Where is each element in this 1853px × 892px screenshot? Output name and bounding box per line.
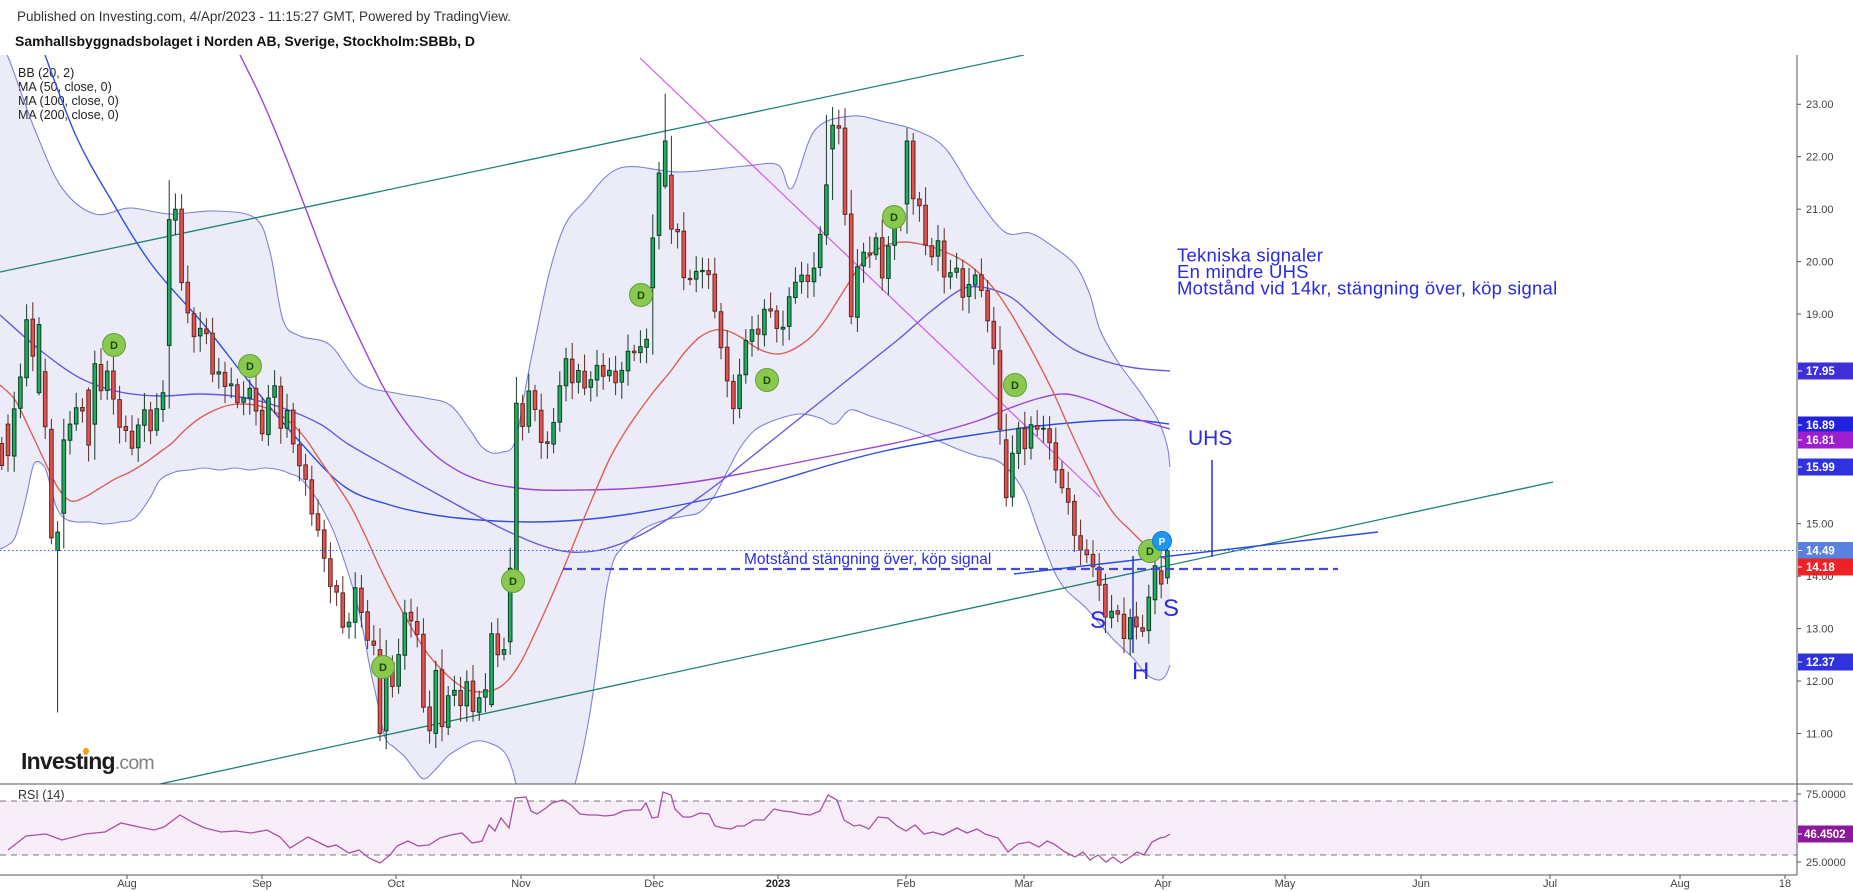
svg-text:15.00: 15.00 [1806,519,1834,531]
svg-text:12.37: 12.37 [1806,657,1835,669]
svg-text:17.95: 17.95 [1806,366,1835,378]
svg-text:MA (100, close, 0): MA (100, close, 0) [18,94,119,108]
svg-text:15.99: 15.99 [1806,462,1835,474]
svg-text:22.00: 22.00 [1806,152,1834,164]
svg-text:Oct: Oct [387,878,404,890]
svg-text:UHS: UHS [1188,427,1232,450]
svg-text:13.00: 13.00 [1806,623,1834,635]
svg-text:D: D [509,576,517,588]
svg-text:Sep: Sep [252,878,272,890]
svg-text:21.00: 21.00 [1806,204,1834,216]
svg-text:RSI (14): RSI (14) [18,788,65,802]
svg-text:BB (20, 2): BB (20, 2) [18,66,74,80]
svg-text:19.00: 19.00 [1806,309,1834,321]
svg-text:Dec: Dec [644,878,664,890]
svg-text:Published on Investing.com, 4/: Published on Investing.com, 4/Apr/2023 -… [17,9,511,24]
svg-text:Feb: Feb [897,878,916,890]
svg-text:14.18: 14.18 [1806,562,1835,574]
svg-text:D: D [1011,380,1019,392]
svg-text:25.0000: 25.0000 [1806,857,1846,869]
svg-text:Samhallsbyggnadsbolaget i Nord: Samhallsbyggnadsbolaget i Norden AB, Sve… [15,33,475,49]
svg-text:Mar: Mar [1015,878,1034,890]
svg-text:P: P [1159,537,1166,548]
svg-text:S: S [1090,607,1106,634]
svg-text:23.00: 23.00 [1806,99,1834,111]
svg-text:Tekniska signaler: Tekniska signaler [1177,245,1323,266]
svg-text:Aug: Aug [1670,878,1690,890]
svg-text:En mindre UHS: En mindre UHS [1177,261,1309,282]
svg-text:20.00: 20.00 [1806,256,1834,268]
svg-text:D: D [637,290,645,302]
svg-text:S: S [1163,595,1179,622]
svg-text:H: H [1132,658,1149,685]
svg-text:D: D [110,340,118,352]
svg-text:D: D [890,212,898,224]
svg-text:16.81: 16.81 [1806,435,1835,447]
svg-text:75.0000: 75.0000 [1806,789,1846,801]
svg-text:16.89: 16.89 [1806,420,1835,432]
svg-text:D: D [1146,546,1154,558]
svg-text:Motstånd vid 14kr, stängning ö: Motstånd vid 14kr, stängning över, köp s… [1177,278,1557,299]
svg-text:Motstånd stängning över, köp s: Motstånd stängning över, köp signal [744,551,991,568]
svg-text:18: 18 [1779,878,1791,890]
svg-text:2023: 2023 [766,878,790,890]
svg-text:46.4502: 46.4502 [1804,829,1846,841]
svg-text:Apr: Apr [1154,878,1171,890]
svg-text:May: May [1275,878,1296,890]
svg-text:14.49: 14.49 [1806,546,1835,558]
svg-text:D: D [246,361,254,373]
svg-text:MA (200, close, 0): MA (200, close, 0) [18,108,119,122]
svg-text:Aug: Aug [117,878,137,890]
svg-text:D: D [763,375,771,387]
svg-text:MA (50, close, 0): MA (50, close, 0) [18,80,112,94]
svg-text:12.00: 12.00 [1806,676,1834,688]
svg-text:Jul: Jul [1543,878,1557,890]
svg-text:11.00: 11.00 [1806,728,1833,740]
svg-text:D: D [379,662,387,674]
svg-text:Jun: Jun [1412,878,1430,890]
svg-text:Nov: Nov [511,878,531,890]
